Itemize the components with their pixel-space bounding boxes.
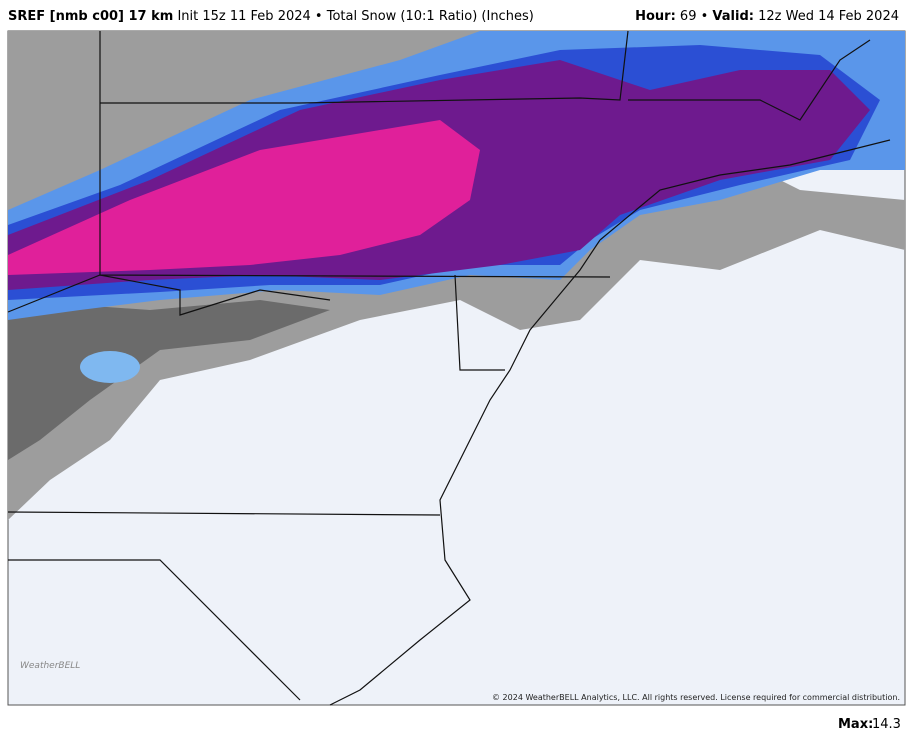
wv-border	[7, 274, 331, 316]
max-label: Max:	[838, 717, 873, 732]
init: Init 15z 11 Feb 2024	[177, 9, 311, 24]
hour: 69	[679, 9, 697, 24]
ny-border	[100, 30, 629, 104]
logo: WeatherBELL	[20, 661, 80, 671]
hour-label: Hour:	[635, 9, 676, 24]
copyright: © 2024 WeatherBELL Analytics, LLC. All r…	[492, 693, 900, 702]
sep: •	[314, 9, 323, 24]
va-nc	[7, 511, 441, 516]
li-coast	[599, 139, 891, 241]
sep: •	[700, 9, 709, 24]
header-right: Hour: 69 • Valid: 12z Wed 14 Feb 2024	[635, 9, 899, 24]
nc-border	[8, 559, 301, 701]
max-value: 14.3	[872, 717, 901, 732]
snow-shading	[8, 31, 905, 520]
valid-label: Valid:	[712, 9, 754, 24]
header-left: SREF [nmb c00] 17 km Init 15z 11 Feb 202…	[8, 9, 534, 24]
ne-border	[628, 39, 871, 121]
band-magenta	[8, 120, 480, 275]
valid: 12z Wed 14 Feb 2024	[758, 9, 899, 24]
product: Total Snow (10:1 Ratio) (Inches)	[326, 9, 534, 24]
blob-blue	[80, 351, 140, 383]
coast	[329, 239, 601, 706]
boundaries	[7, 30, 891, 706]
model: SREF [nmb c00] 17 km	[8, 9, 174, 24]
band-darkgray	[8, 300, 330, 460]
de-border	[454, 274, 505, 371]
